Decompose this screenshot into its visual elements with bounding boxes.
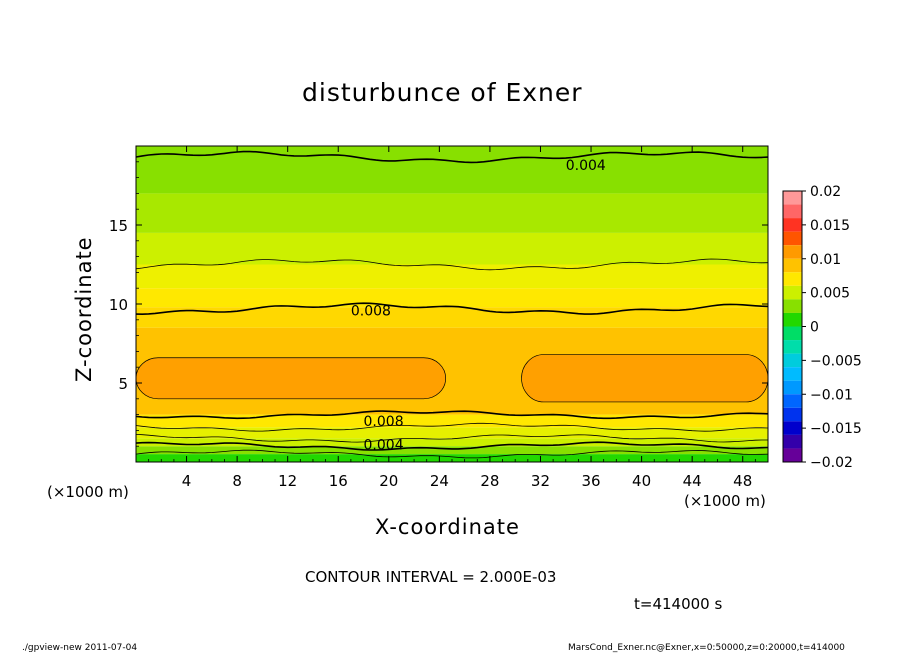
contour-line (136, 441, 768, 451)
x-tick-label: 8 (232, 472, 242, 490)
colorbar-swatch (783, 299, 802, 313)
x-tick-label: 32 (531, 472, 550, 490)
colorbar-swatch (783, 245, 802, 259)
contour-line (136, 150, 768, 164)
x-tick-label: 24 (430, 472, 449, 490)
contour-label: 0.004 (566, 158, 606, 174)
colorbar-tick-label: −0.005 (810, 353, 862, 369)
colorbar-tick-label: 0.01 (810, 252, 841, 268)
field-band (136, 427, 768, 439)
contour-line (136, 258, 768, 271)
timestamp-text: t=414000 s (634, 595, 723, 613)
field-band (136, 438, 768, 447)
y-tick-label: 15 (109, 217, 128, 235)
x-tick-label: 44 (683, 472, 702, 490)
colorbar-tick-label: 0.005 (810, 286, 850, 302)
colorbar-swatch (783, 285, 802, 300)
x-axis-label: X-coordinate (375, 515, 520, 539)
colorbar-tick-label: 0.02 (810, 184, 841, 200)
x-tick-label: 40 (632, 472, 651, 490)
contour-line (136, 449, 768, 459)
x-tick-label: 12 (278, 472, 297, 490)
x-tick-label: 28 (480, 472, 499, 490)
colorbar-tick-label: 0.015 (810, 218, 850, 234)
colorbar-swatch (783, 367, 802, 381)
y-tick-label: 5 (118, 375, 128, 393)
footer-right: MarsCond_Exner.nc@Exner,x=0:50000,z=0:20… (568, 643, 845, 653)
field-band (136, 193, 768, 233)
contour-interval-text: CONTOUR INTERVAL = 2.000E-03 (305, 568, 557, 586)
colorbar-swatch (783, 191, 802, 205)
field-band (136, 446, 768, 455)
colorbar-swatch (783, 407, 802, 422)
contour-label: 0.004 (364, 438, 404, 454)
colorbar-swatch (783, 204, 802, 219)
colorbar-swatch (783, 421, 802, 435)
y-unit-label: (×1000 m) (47, 483, 129, 501)
field-band (136, 232, 768, 265)
x-tick-label: 4 (182, 472, 192, 490)
contour-region (136, 357, 447, 400)
contour-label: 0.008 (351, 303, 391, 319)
field-band (136, 288, 768, 308)
x-tick-label: 20 (379, 472, 398, 490)
colorbar-tick-label: −0.015 (810, 421, 862, 437)
colorbar-swatch (783, 353, 802, 368)
contour-lines (136, 150, 768, 459)
x-unit-label: (×1000 m) (684, 492, 766, 510)
field-band (136, 264, 768, 289)
contour-line (136, 434, 768, 443)
colorbar-swatch (783, 394, 802, 408)
colorbar-tick-label: −0.02 (810, 455, 853, 471)
chart-title: disturbunce of Exner (302, 78, 583, 107)
colorbar-swatch (783, 326, 802, 341)
colorbar-swatch (783, 380, 802, 395)
colorbar-swatch (783, 272, 802, 286)
colorbar-swatch (783, 448, 802, 462)
colorbar-swatch (783, 218, 802, 232)
x-tick-label: 16 (329, 472, 348, 490)
field-band (136, 454, 768, 462)
contour-labels: 0.004 0.008 0.008 0.004 (351, 158, 606, 454)
filled-contour-field (136, 146, 768, 462)
colorbar-swatch (783, 434, 802, 449)
colorbar-swatch (783, 231, 802, 246)
colorbar-swatch (783, 258, 802, 273)
colorbar-swatch (783, 312, 802, 327)
colorbar-swatch (783, 340, 802, 354)
colorbar-tick-label: −0.01 (810, 387, 853, 403)
x-tick-label: 48 (733, 472, 752, 490)
colorbar-tick-label: 0 (810, 320, 819, 336)
contour-line (136, 410, 768, 420)
y-axis: 5 10 15 (109, 161, 768, 447)
footer-left: ./gpview-new 2011-07-04 (22, 643, 138, 653)
x-tick-label: 36 (581, 472, 600, 490)
y-axis-label: Z-coordinate (72, 236, 96, 382)
contour-line (136, 302, 768, 316)
contour-label: 0.008 (364, 414, 404, 430)
contour-line (136, 422, 768, 432)
colorbar: 0.02 0.015 0.01 0.005 0 −0.005 −0.01 −0.015 −0.0… (782, 184, 862, 471)
x-axis: 4 8 12 16 20 24 28 32 36 40 44 48 (148, 146, 756, 490)
contour-region (521, 354, 768, 403)
y-tick-label: 10 (109, 296, 128, 314)
